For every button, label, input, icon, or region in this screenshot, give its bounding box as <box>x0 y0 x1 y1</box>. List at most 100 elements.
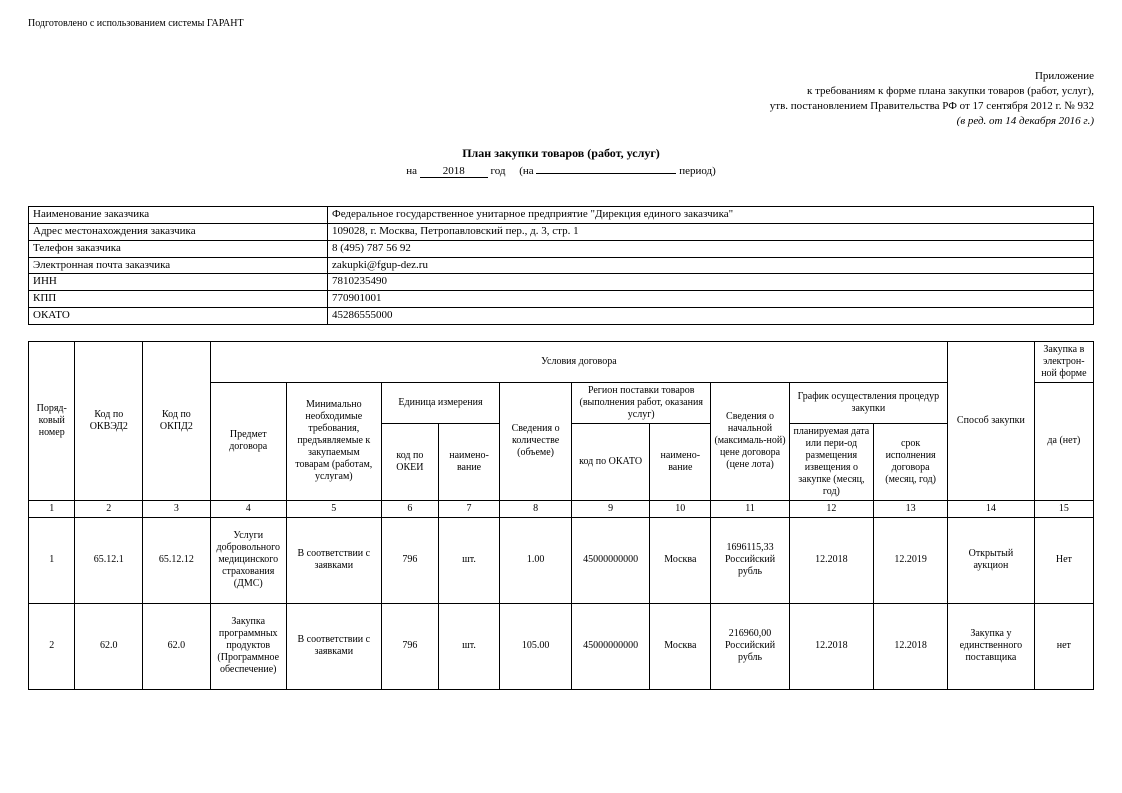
cell-plan-date: 12.2018 <box>789 517 874 603</box>
col-number: 7 <box>438 500 499 517</box>
info-row: Телефон заказчика8 (495) 787 56 92 <box>29 240 1094 257</box>
info-row: Наименование заказчикаФедеральное госуда… <box>29 207 1094 224</box>
cell-eform: Нет <box>1034 517 1093 603</box>
info-value: 8 (495) 787 56 92 <box>328 240 1094 257</box>
info-label: Наименование заказчика <box>29 207 328 224</box>
info-label: КПП <box>29 291 328 308</box>
th-eform-top: Закупка в электрон-ной форме <box>1034 341 1093 382</box>
col-number: 12 <box>789 500 874 517</box>
cell-ordinal: 1 <box>29 517 75 603</box>
appendix-line-4: (в ред. от 14 декабря 2016 г.) <box>28 114 1094 129</box>
th-eform-sub: да (нет) <box>1034 382 1093 500</box>
col-number: 9 <box>572 500 650 517</box>
appendix-block: Приложение к требованиям к форме плана з… <box>28 69 1094 128</box>
cell-okved: 62.0 <box>75 603 143 689</box>
th-unit: Единица измерения <box>381 382 499 423</box>
period-close: период) <box>679 165 716 177</box>
cell-unit: шт. <box>438 603 499 689</box>
cell-exec-date: 12.2018 <box>874 603 948 689</box>
th-subject: Предмет договора <box>210 382 286 500</box>
col-number: 15 <box>1034 500 1093 517</box>
cell-price: 1696115,33 Российский рубль <box>711 517 789 603</box>
period-blank <box>536 173 676 174</box>
info-label: Адрес местонахождения заказчика <box>29 224 328 241</box>
th-conditions: Условия договора <box>210 341 947 382</box>
th-method: Способ закупки <box>948 341 1035 500</box>
cell-okpd: 62.0 <box>143 603 211 689</box>
cell-subject: Закупка программных продуктов (Программн… <box>210 603 286 689</box>
cell-region: Москва <box>650 517 711 603</box>
info-row: ОКАТО45286555000 <box>29 307 1094 324</box>
cell-okpd: 65.12.12 <box>143 517 211 603</box>
cell-subject: Услуги добровольного медицинского страхо… <box>210 517 286 603</box>
col-number: 8 <box>500 500 572 517</box>
info-value: 7810235490 <box>328 274 1094 291</box>
th-okato: код по ОКАТО <box>572 423 650 500</box>
info-value: Федеральное государственное унитарное пр… <box>328 207 1094 224</box>
period-line: на 2018 год (на период) <box>28 165 1094 178</box>
cell-unit: шт. <box>438 517 499 603</box>
col-number: 10 <box>650 500 711 517</box>
th-region: Регион поставки товаров (выполнения рабо… <box>572 382 711 423</box>
info-label: Электронная почта заказчика <box>29 257 328 274</box>
th-price: Сведения о начальной (максималь-ной) цен… <box>711 382 789 500</box>
th-okpd: Код по ОКПД2 <box>143 341 211 500</box>
cell-okei: 796 <box>381 517 438 603</box>
period-god: год <box>490 165 505 177</box>
prep-note: Подготовлено с использованием системы ГА… <box>28 18 1094 29</box>
col-number: 13 <box>874 500 948 517</box>
customer-info-table: Наименование заказчикаФедеральное госуда… <box>28 206 1094 324</box>
col-number: 5 <box>286 500 381 517</box>
info-value: 45286555000 <box>328 307 1094 324</box>
col-number: 6 <box>381 500 438 517</box>
period-na: на <box>406 165 417 177</box>
col-number: 1 <box>29 500 75 517</box>
cell-okved: 65.12.1 <box>75 517 143 603</box>
th-plan-date: планируемая дата или пери-од размещения … <box>789 423 874 500</box>
info-row: Электронная почта заказчикаzakupki@fgup-… <box>29 257 1094 274</box>
appendix-line-1: Приложение <box>28 69 1094 84</box>
cell-method: Закупка у единственного поставщика <box>948 603 1035 689</box>
cell-okei: 796 <box>381 603 438 689</box>
cell-region: Москва <box>650 603 711 689</box>
info-label: ИНН <box>29 274 328 291</box>
th-unit-name: наимено-вание <box>438 423 499 500</box>
info-value: 109028, г. Москва, Петропавловский пер.,… <box>328 224 1094 241</box>
table-row: 165.12.165.12.12Услуги добровольного мед… <box>29 517 1094 603</box>
th-ordinal: Поряд-ковый номер <box>29 341 75 500</box>
period-open: (на <box>519 165 533 177</box>
info-label: Телефон заказчика <box>29 240 328 257</box>
cell-exec-date: 12.2019 <box>874 517 948 603</box>
info-value: zakupki@fgup-dez.ru <box>328 257 1094 274</box>
col-number: 4 <box>210 500 286 517</box>
info-label: ОКАТО <box>29 307 328 324</box>
th-requirements: Минимально необходимые требования, предъ… <box>286 382 381 500</box>
cell-price: 216960,00 Российский рубль <box>711 603 789 689</box>
cell-requirements: В соответствии с заявками <box>286 517 381 603</box>
info-row: КПП770901001 <box>29 291 1094 308</box>
info-value: 770901001 <box>328 291 1094 308</box>
cell-plan-date: 12.2018 <box>789 603 874 689</box>
th-region-name: наимено-вание <box>650 423 711 500</box>
info-row: Адрес местонахождения заказчика109028, г… <box>29 224 1094 241</box>
procurement-plan-table: Поряд-ковый номер Код по ОКВЭД2 Код по О… <box>28 341 1094 690</box>
appendix-line-3: утв. постановлением Правительства РФ от … <box>28 99 1094 114</box>
col-number: 2 <box>75 500 143 517</box>
th-okved: Код по ОКВЭД2 <box>75 341 143 500</box>
col-number: 14 <box>948 500 1035 517</box>
th-qty: Сведения о количестве (объеме) <box>500 382 572 500</box>
cell-qty: 105.00 <box>500 603 572 689</box>
col-number: 3 <box>143 500 211 517</box>
period-year: 2018 <box>420 165 488 178</box>
cell-okato: 45000000000 <box>572 603 650 689</box>
th-exec-date: срок исполнения договора (месяц, год) <box>874 423 948 500</box>
cell-requirements: В соответствии с заявками <box>286 603 381 689</box>
th-okei: код по ОКЕИ <box>381 423 438 500</box>
doc-title: План закупки товаров (работ, услуг) <box>28 146 1094 161</box>
appendix-line-2: к требованиям к форме плана закупки това… <box>28 84 1094 99</box>
cell-eform: нет <box>1034 603 1093 689</box>
cell-ordinal: 2 <box>29 603 75 689</box>
cell-qty: 1.00 <box>500 517 572 603</box>
col-number: 11 <box>711 500 789 517</box>
th-schedule: График осуществления процедур закупки <box>789 382 947 423</box>
